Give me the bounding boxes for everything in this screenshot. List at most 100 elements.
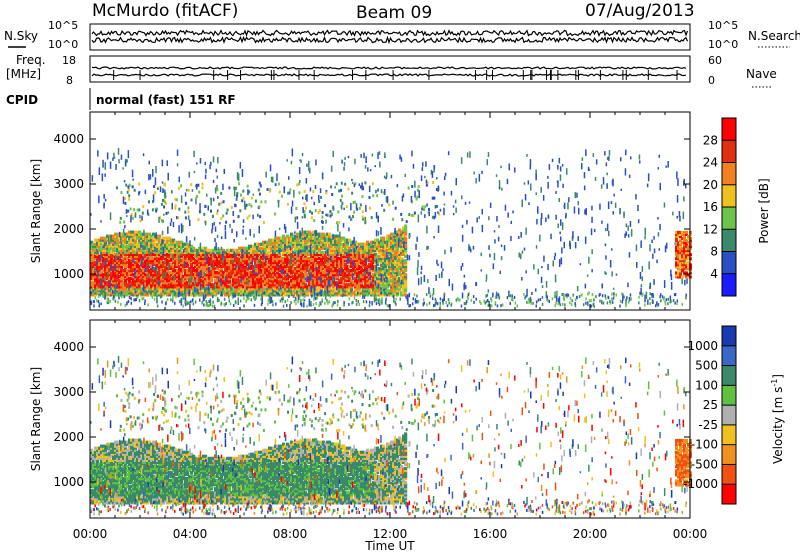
data-cell: [244, 287, 248, 291]
data-cell: [250, 279, 254, 283]
data-cell: [226, 208, 229, 212]
data-cell: [190, 287, 194, 291]
data-cell: [292, 277, 296, 281]
data-cell: [282, 248, 286, 252]
data-cell: [529, 159, 532, 167]
data-cell: [106, 287, 110, 291]
data-cell: [192, 250, 196, 254]
data-cell: [178, 279, 182, 283]
data-cell: [593, 228, 596, 233]
data-cell: [209, 164, 211, 170]
data-cell: [547, 264, 549, 271]
data-cell: [142, 281, 146, 285]
data-cell: [118, 283, 122, 287]
data-cell: [94, 250, 98, 254]
data-cell: [116, 246, 120, 250]
data-cell: [300, 250, 304, 254]
data-cell: [500, 165, 502, 169]
data-cell: [232, 275, 236, 279]
data-cell: [168, 242, 172, 246]
data-cell: [216, 277, 220, 281]
data-cell: [461, 263, 464, 267]
data-cell: [98, 293, 102, 297]
data-cell: [401, 218, 404, 222]
data-cell: [136, 279, 140, 283]
data-cell: [114, 234, 118, 238]
data-cell: [94, 275, 98, 279]
data-cell: [472, 245, 475, 250]
data-cell: [284, 279, 288, 283]
data-cell: [298, 269, 302, 273]
data-cell: [150, 281, 154, 285]
data-cell: [284, 244, 286, 251]
data-cell: [188, 275, 192, 279]
data-cell: [214, 260, 218, 265]
data-cell: [134, 234, 138, 238]
data-cell: [106, 250, 110, 254]
noise-tick-bottom-right: 10^0: [708, 38, 738, 51]
data-cell: [128, 230, 132, 234]
data-cell: [104, 250, 108, 254]
data-cell: [162, 271, 166, 275]
data-cell: [110, 262, 114, 267]
data-cell: [220, 280, 222, 287]
data-cell: [138, 234, 142, 238]
data-cell: [106, 267, 110, 271]
data-cell: [166, 160, 168, 167]
data-cell: [302, 256, 306, 261]
data-cell: [268, 269, 272, 273]
freq-panel: 18 8 60 0 Freq. [MHz] Nave: [6, 53, 777, 88]
data-cell: [154, 238, 158, 242]
data-cell: [172, 293, 176, 297]
data-cell: [178, 252, 182, 256]
data-cell: [144, 264, 148, 269]
data-cell: [521, 277, 523, 281]
data-cell: [100, 267, 104, 271]
data-cell: [222, 291, 226, 295]
data-cell: [138, 238, 142, 242]
data-cell: [118, 260, 122, 265]
data-cell: [190, 285, 194, 289]
data-cell: [98, 248, 102, 252]
data-cell: [294, 231, 296, 234]
data-cell: [166, 238, 170, 242]
data-cell: [232, 264, 236, 269]
data-cell: [110, 252, 114, 256]
data-cell: [249, 229, 251, 236]
data-cell: [262, 287, 266, 291]
data-cell: [217, 276, 220, 282]
data-cell: [244, 260, 248, 265]
data-cell: [337, 252, 339, 257]
data-cell: [226, 258, 230, 263]
data-cell: [202, 269, 206, 273]
data-cell: [130, 250, 134, 254]
data-cell: [102, 256, 106, 261]
data-cell: [266, 293, 270, 297]
data-cell: [150, 250, 154, 254]
data-cell: [90, 244, 94, 248]
data-cell: [229, 223, 231, 228]
data-cell: [92, 264, 96, 269]
data-cell: [182, 275, 186, 279]
data-cell: [168, 244, 172, 248]
data-cell: [541, 266, 543, 269]
data-cell: [372, 194, 375, 198]
data-cell: [407, 186, 410, 190]
data-cell: [415, 197, 418, 201]
data-cell: [218, 260, 222, 265]
data-cell: [100, 248, 104, 252]
data-cell: [286, 256, 290, 261]
data-cell: [158, 234, 162, 238]
data-cell: [274, 264, 278, 269]
data-cell: [178, 283, 182, 287]
data-cell: [300, 232, 304, 236]
data-cell: [128, 250, 132, 254]
data-cell: [155, 166, 157, 174]
data-cell: [246, 273, 250, 277]
data-cell: [595, 159, 598, 165]
data-cell: [214, 291, 218, 295]
data-cell: [296, 258, 300, 263]
data-cell: [242, 260, 246, 265]
data-cell: [154, 254, 158, 258]
data-cell: [154, 248, 158, 252]
